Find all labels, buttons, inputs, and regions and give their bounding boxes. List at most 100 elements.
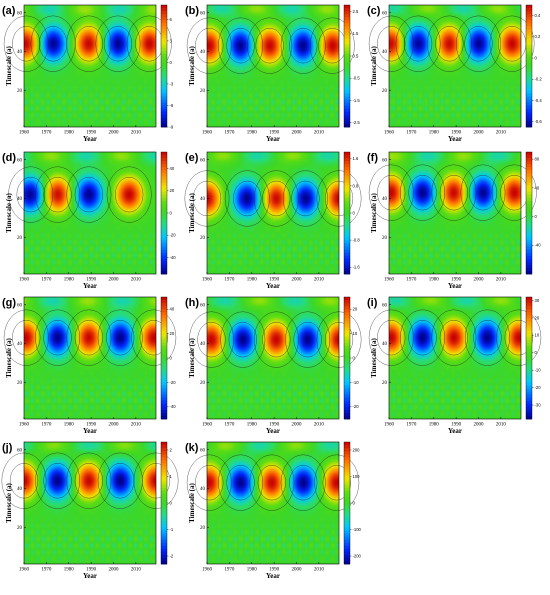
colorbar-segment (161, 524, 167, 528)
colorbar-segment (161, 376, 167, 380)
colorbar-segment (526, 5, 532, 9)
contour-line (43, 320, 72, 356)
colorbar-segment (161, 38, 167, 42)
colorbar-segment (344, 358, 350, 362)
panel-c: (c) 20 40 60 1960 1970 1980 1990 2000 2010 Year Tim… (367, 4, 543, 143)
contour-line (3, 309, 49, 366)
x-tick-label: 1970 (406, 131, 417, 136)
colorbar-segment (161, 336, 167, 341)
colorbar-segment (161, 400, 167, 405)
colorbar-segment (526, 358, 532, 362)
colorbar-tick-label: 40 (170, 307, 175, 312)
x-tick-label: 1990 (451, 423, 462, 428)
contour-line (427, 15, 472, 72)
colorbar-tick-label: 0.4 (535, 13, 541, 18)
colorbar-segment (526, 351, 532, 356)
x-axis-title: Year (448, 427, 462, 435)
heatmap-field (207, 297, 339, 419)
x-tick-label: 1990 (269, 131, 280, 136)
colorbar-segment (161, 32, 167, 36)
colorbar-segment (344, 469, 350, 473)
colorbar-segment (526, 348, 532, 353)
contour-line (39, 26, 68, 62)
colorbar-segment (344, 342, 350, 347)
colorbar-segment (344, 306, 350, 310)
colorbar-segment (344, 503, 350, 507)
colorbar-segment (344, 50, 350, 55)
colorbar: -40 -20 0 20 40 (160, 151, 176, 275)
x-tick-label: 2010 (131, 278, 142, 283)
y-tick-label: 40 (17, 487, 23, 492)
colorbar-segment (526, 385, 532, 389)
colorbar-segment (344, 203, 350, 208)
colorbar-tick-label: 0 (535, 350, 538, 355)
colorbar-segment (526, 38, 532, 42)
panel-e: (e) 20 40 60 1960 1970 1980 1990 2000 2010 Year Tim… (184, 151, 362, 290)
colorbar-segment (344, 506, 350, 510)
contour-line (16, 176, 45, 213)
x-tick-label: 2000 (108, 423, 119, 428)
contour-line (224, 170, 270, 227)
colorbar-segment (526, 373, 532, 377)
panel-label: (a) (2, 5, 16, 17)
colorbar-segment (161, 499, 167, 504)
x-tick-label: 1960 (19, 423, 30, 428)
colorbar-segment (161, 554, 167, 559)
colorbar-tick-label: -0.4 (535, 98, 543, 103)
colorbar-segment (344, 117, 350, 122)
colorbar-segment (344, 403, 350, 408)
colorbar-segment (526, 415, 532, 420)
y-tick-label: 60 (17, 448, 23, 453)
colorbar-segment (344, 303, 350, 307)
colorbar-segment (161, 261, 167, 266)
colorbar-segment (161, 152, 167, 156)
colorbar-segment (161, 158, 167, 162)
colorbar-segment (526, 264, 532, 269)
x-tick-label: 2010 (496, 423, 507, 428)
x-tick-label: 2000 (291, 278, 302, 283)
plot-frame (206, 296, 340, 420)
colorbar-segment (344, 345, 350, 350)
colorbar-segment (161, 105, 167, 110)
colorbar-tick-label: -2.5 (353, 120, 361, 125)
colorbar-segment (344, 188, 350, 193)
colorbar: -40 -20 0 20 40 (160, 296, 176, 420)
plot-frame (206, 441, 340, 565)
y-axis-title: Timescale (a) (188, 482, 196, 522)
contour-line (74, 320, 103, 356)
plot-frame (23, 4, 157, 128)
colorbar-segment (161, 213, 167, 217)
colorbar-frame (160, 4, 168, 128)
colorbar-segment (161, 185, 167, 189)
colorbar-segment (161, 496, 167, 501)
y-tick-label: 60 (200, 448, 206, 453)
colorbar-segment (526, 35, 532, 39)
colorbar-segment (344, 108, 350, 113)
colorbar-segment (344, 47, 350, 52)
y-tick-label: 20 (17, 89, 23, 94)
colorbar-segment (161, 155, 167, 159)
colorbar-tick-label: 0 (170, 500, 173, 505)
colorbar-segment (161, 252, 167, 257)
colorbar: -1.6 -0.8 0 0.8 1.6 (343, 151, 360, 275)
colorbar-segment (526, 258, 532, 263)
colorbar-tick-label: 6 (170, 17, 173, 22)
colorbar-segment (344, 35, 350, 39)
colorbar-segment (161, 324, 167, 328)
colorbar-segment (344, 158, 350, 162)
contour-line (106, 463, 135, 499)
y-tick-label: 20 (200, 89, 206, 94)
panel-label: (j) (2, 442, 13, 454)
colorbar-tick-label: -6 (170, 103, 174, 108)
panel-label: (k) (185, 442, 199, 454)
colorbar-segment (161, 29, 167, 33)
colorbar-segment (161, 179, 167, 183)
colorbar-segment (344, 481, 350, 486)
colorbar-segment (526, 267, 532, 272)
y-tick-label: 20 (382, 381, 388, 386)
colorbar-frame (525, 296, 533, 420)
x-tick-label: 1980 (429, 278, 440, 283)
